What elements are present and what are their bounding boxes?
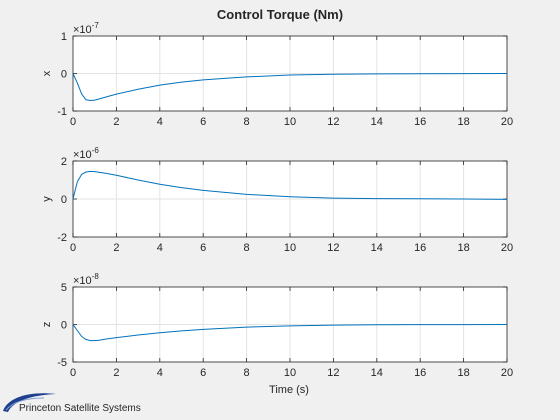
- series-line: [72, 73, 508, 101]
- y-tick-label: 0: [61, 320, 67, 332]
- x-tick-label: 4: [157, 116, 163, 128]
- x-tick-label: 16: [414, 367, 426, 379]
- exponent-base: ×10: [73, 24, 92, 36]
- x-tick-label: 10: [284, 242, 296, 254]
- x-axis-label: Time (s): [269, 384, 309, 396]
- logo-text: Princeton Satellite Systems: [19, 403, 141, 414]
- x-tick-label: 4: [157, 242, 163, 254]
- figure-title: Control Torque (Nm): [217, 7, 343, 22]
- x-tick-label: 2: [113, 116, 119, 128]
- y-tick-label: 0: [61, 194, 67, 206]
- y-tick-label: -1: [57, 106, 67, 118]
- y-exponent-label: ×10-6: [73, 146, 99, 161]
- y-tick-label: 0: [61, 69, 67, 81]
- x-tick-label: 2: [113, 367, 119, 379]
- exponent-power: -7: [92, 21, 100, 30]
- x-tick-label: 8: [244, 116, 250, 128]
- x-tick-label: 18: [457, 367, 469, 379]
- y-axis-label: z: [41, 322, 53, 328]
- series-line: [72, 170, 508, 200]
- exponent-base: ×10: [73, 149, 92, 161]
- logo-swoosh-highlight-icon: [5, 397, 45, 411]
- x-tick-label: 12: [327, 367, 339, 379]
- x-tick-label: 12: [327, 242, 339, 254]
- y-tick-label: 5: [61, 282, 67, 294]
- subplot-z: 0 2 4 6 8 10 12 14 16 18 20-505×10-8z: [41, 272, 513, 379]
- x-tick-label: 18: [457, 116, 469, 128]
- y-tick-label: -5: [57, 357, 67, 369]
- x-tick-label: 4: [157, 367, 163, 379]
- exponent-base: ×10: [73, 275, 92, 287]
- x-tick-label: 16: [414, 242, 426, 254]
- x-tick-label: 20: [501, 242, 513, 254]
- x-tick-label: 16: [414, 116, 426, 128]
- x-tick-label: 10: [284, 116, 296, 128]
- x-tick-label: 8: [244, 242, 250, 254]
- x-tick-label: 18: [457, 242, 469, 254]
- y-tick-label: 1: [61, 31, 67, 43]
- x-tick-label: 14: [371, 116, 383, 128]
- x-tick-label: 10: [284, 367, 296, 379]
- y-axis-label: y: [41, 196, 53, 202]
- exponent-power: -6: [92, 146, 100, 155]
- x-tick-label: 12: [327, 116, 339, 128]
- x-tick-label: 20: [501, 367, 513, 379]
- exponent-power: -8: [92, 272, 100, 281]
- x-tick-label: 6: [200, 242, 206, 254]
- series-line: [72, 324, 508, 342]
- x-tick-label: 2: [113, 242, 119, 254]
- y-tick-label: 2: [61, 156, 67, 168]
- x-tick-label: 6: [200, 116, 206, 128]
- x-tick-label: 0: [70, 116, 76, 128]
- x-tick-label: 14: [371, 242, 383, 254]
- x-tick-label: 0: [70, 242, 76, 254]
- y-tick-label: -2: [57, 232, 67, 244]
- subplot-x: 0 2 4 6 8 10 12 14 16 18 20-101×10-7x: [41, 21, 513, 128]
- logo-swoosh-icon: [3, 393, 56, 412]
- subplot-y: 0 2 4 6 8 10 12 14 16 18 20-202×10-6y: [41, 146, 513, 254]
- x-tick-label: 0: [70, 367, 76, 379]
- princeton-logo: Princeton Satellite Systems: [3, 393, 141, 414]
- y-exponent-label: ×10-7: [73, 21, 99, 36]
- y-axis-label: x: [41, 70, 53, 76]
- y-exponent-label: ×10-8: [73, 272, 99, 287]
- x-tick-label: 14: [371, 367, 383, 379]
- x-tick-label: 20: [501, 116, 513, 128]
- x-tick-label: 6: [200, 367, 206, 379]
- x-tick-label: 8: [244, 367, 250, 379]
